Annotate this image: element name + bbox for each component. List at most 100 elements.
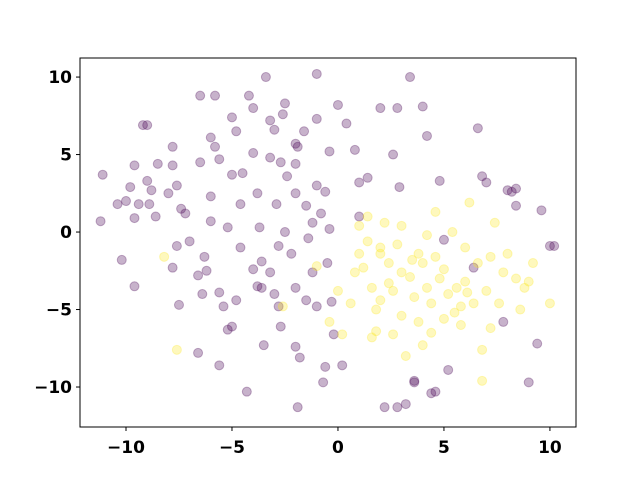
scatter-point [362,236,373,247]
scatter-point [275,321,286,332]
x-tick-label: 5 [438,438,450,458]
scatter-point [254,222,265,233]
scatter-point [449,307,460,318]
scatter-point [303,233,314,244]
scatter-point [341,118,352,129]
scatter-point [375,295,386,306]
scatter-point [210,90,221,101]
scatter-point [265,115,276,126]
scatter-point [337,360,348,371]
scatter-point [462,287,473,298]
scatter-point [375,242,386,253]
scatter-point [120,196,131,207]
scatter-point [167,262,178,273]
scatter-point [379,217,390,228]
scatter-point [218,301,229,312]
scatter-point [290,158,301,169]
scatter-point [318,377,329,388]
scatter-point [137,120,148,131]
scatter-point [231,295,242,306]
scatter-point [235,242,246,253]
scatter-point [167,141,178,152]
y-tick-label: −10 [34,378,72,398]
scatter-point [197,289,208,300]
scatter-point [383,258,394,269]
scatter-point [506,186,517,197]
scatter-point [426,298,437,309]
scatter-point [205,132,216,143]
scatter-point [502,185,513,196]
scatter-point [311,301,322,312]
scatter-point [438,264,449,275]
scatter-point [392,402,403,413]
scatter-point [265,267,276,278]
scatter-point [421,282,432,293]
scatter-point [379,402,390,413]
scatter-point [235,199,246,210]
scatter-point [409,292,420,303]
scatter-point [523,377,534,388]
scatter-point [311,113,322,124]
x-tick-label: −10 [107,438,145,458]
scatter-point [231,126,242,137]
scatter-point [311,68,322,79]
scatter-point [477,375,488,386]
scatter-point [243,90,254,101]
scatter-point [396,220,407,231]
scatter-point [311,180,322,191]
scatter-point [349,144,360,155]
scatter-point [193,270,204,281]
scatter-point [210,141,221,152]
scatter-point [409,377,420,388]
scatter-point [326,296,337,307]
scatter-point [421,130,432,141]
scatter-point [252,281,263,292]
scatter-point [171,344,182,355]
scatter-point [472,123,483,134]
scatter-point [290,282,301,293]
scatter-point [286,248,297,259]
scatter-point [375,103,386,114]
scatter-point [184,236,195,247]
scatter-point [337,329,348,340]
scatter-point [320,361,331,372]
scatter-point [237,168,248,179]
scatter-point [269,124,280,135]
scatter-point [511,183,522,194]
scatter-point [301,295,312,306]
scatter-point [396,267,407,278]
scatter-point [472,258,483,269]
scatter-point [405,271,416,282]
scatter-point [133,199,144,210]
scatter-point [519,282,530,293]
scatter-point [142,120,153,131]
scatter-point [396,310,407,321]
scatter-point [407,254,418,265]
scatter-point [388,329,399,340]
scatter-point [426,388,437,399]
scatter-point [536,205,547,216]
scatter-point [354,177,365,188]
scatter-point [163,188,174,199]
scatter-point [258,340,269,351]
scatter-point [527,258,538,269]
y-tick-label: 0 [60,223,72,243]
scatter-point [324,146,335,157]
scatter-point [481,285,492,296]
scatter-point [532,338,543,349]
scatter-point [226,169,237,180]
scatter-point [417,258,428,269]
scatter-point [405,72,416,83]
scatter-point [489,217,500,228]
scatter-point [443,364,454,375]
scatter-point [307,267,318,278]
scatter-point [214,360,225,371]
scatter-point [430,251,441,262]
scatter-point [201,265,212,276]
scatter-point [214,287,225,298]
scatter-point [241,386,252,397]
scatter-point [358,262,369,273]
scatter-point [417,101,428,112]
scatter-point [167,160,178,171]
